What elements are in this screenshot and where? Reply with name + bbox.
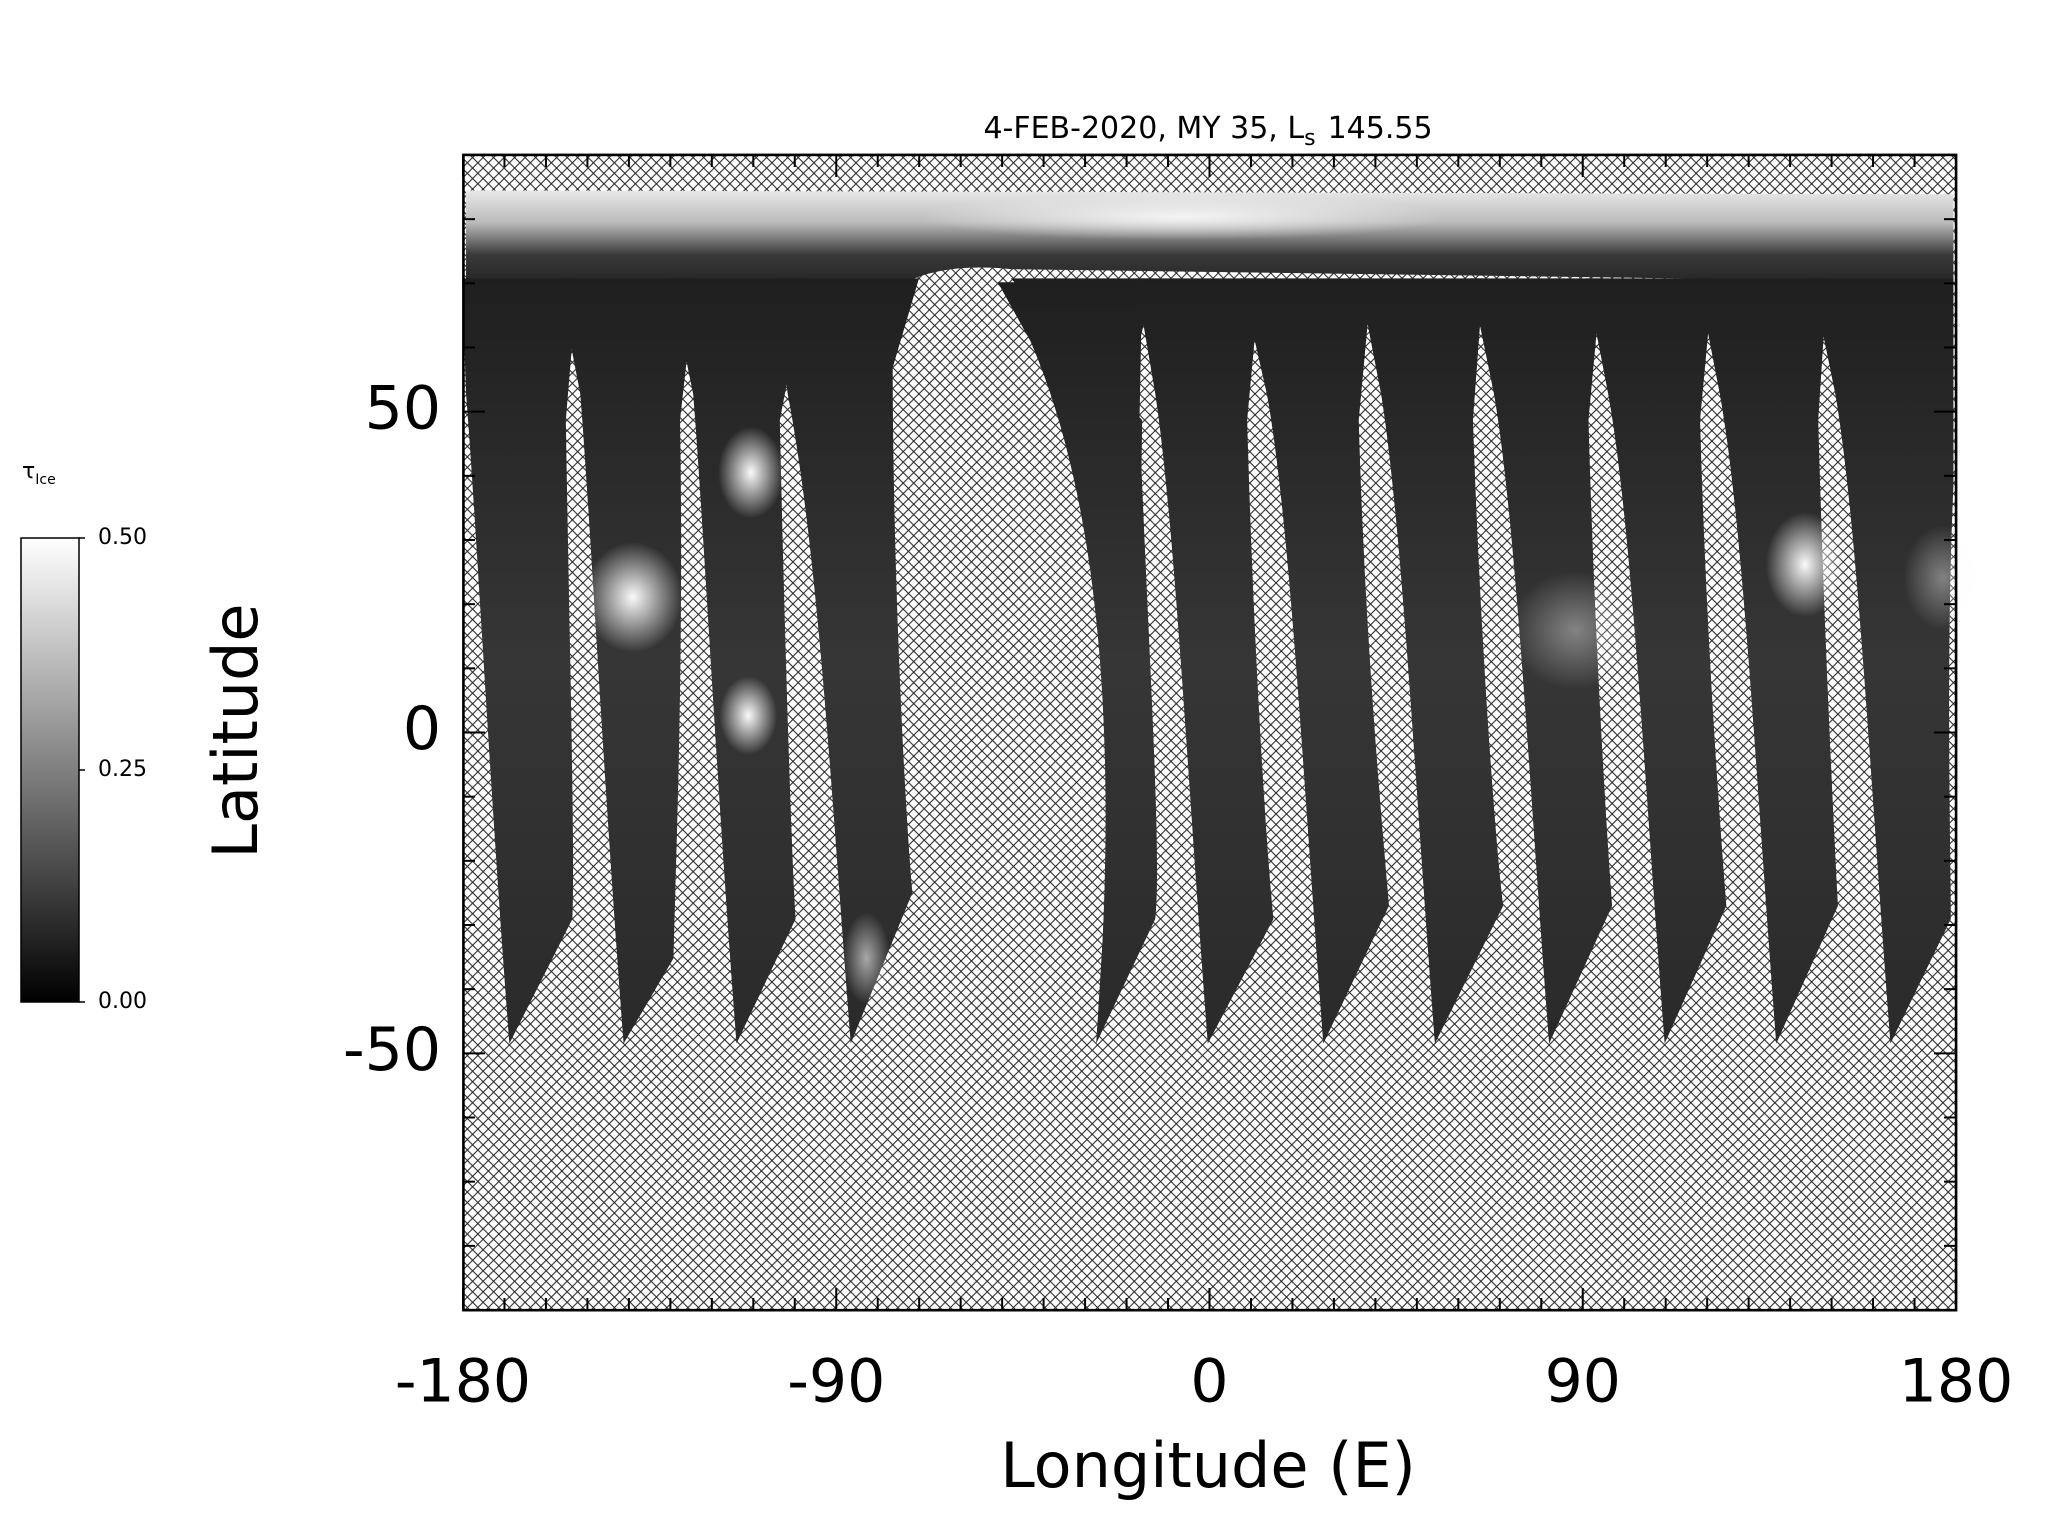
title-main: 4-FEB-2020, MY 35, L bbox=[983, 111, 1304, 146]
x-tick-label: 0 bbox=[1190, 1347, 1228, 1417]
y-tick-label: -50 bbox=[343, 1015, 441, 1085]
x-tick-label: -180 bbox=[395, 1347, 531, 1417]
map-image bbox=[462, 153, 1983, 1312]
title-value: 145.55 bbox=[1328, 111, 1433, 146]
colorbar-label: τIce bbox=[22, 459, 56, 488]
colorbar bbox=[20, 537, 80, 1003]
title-subscript: s bbox=[1304, 126, 1315, 151]
colorbar-subscript: Ice bbox=[35, 472, 55, 488]
y-tick-label: 50 bbox=[365, 373, 441, 443]
colorbar-tick-label: 0.25 bbox=[98, 757, 147, 782]
clouds bbox=[582, 192, 1983, 1005]
x-tick-label: -90 bbox=[787, 1347, 885, 1417]
x-tick-label: 180 bbox=[1899, 1347, 2014, 1417]
y-tick-label: 0 bbox=[403, 694, 441, 764]
colorbar-tick-label: 0.00 bbox=[98, 989, 147, 1014]
x-tick-label: 90 bbox=[1545, 1347, 1621, 1417]
colorbar-symbol: τ bbox=[22, 459, 35, 484]
swaths bbox=[462, 278, 1954, 1044]
colorbar-tick-label: 0.50 bbox=[98, 525, 147, 550]
chart-title: 4-FEB-2020, MY 35, Ls 145.55 bbox=[983, 111, 1432, 152]
x-axis-label: Longitude (E) bbox=[1000, 1429, 1416, 1502]
y-axis-label: Latitude bbox=[199, 603, 272, 858]
